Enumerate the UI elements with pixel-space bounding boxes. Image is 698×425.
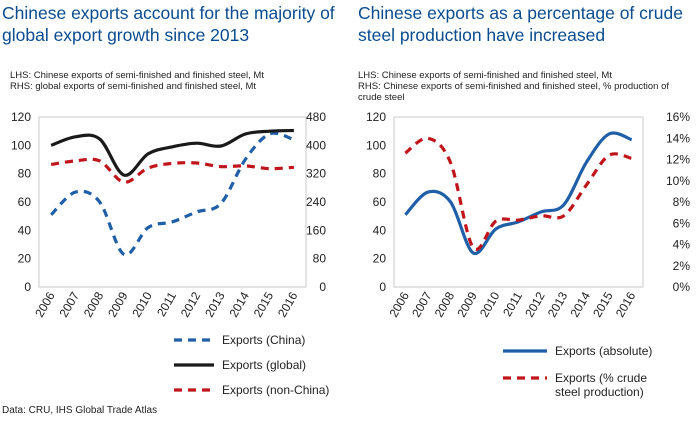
left-x-tick-label: 2016	[275, 289, 301, 319]
left-legend-label-2: Exports (non-China)	[222, 383, 329, 397]
right-x-tick-label: 2016	[613, 289, 639, 319]
right-x-tick-label: 2007	[409, 289, 435, 319]
left-x-tick-label: 2015	[251, 289, 277, 319]
left-right-tick-label: 320	[306, 167, 326, 181]
left-x-tick-label: 2006	[32, 289, 58, 319]
right-legend-label-0: Exports (absolute)	[555, 344, 652, 358]
left-chart: 0204060801001200801602403204004802006200…	[11, 110, 329, 397]
right-x-tick-label: 2009	[454, 289, 480, 319]
right-right-tick-label: 0%	[673, 280, 691, 294]
left-x-tick-label: 2009	[105, 289, 131, 319]
right-legend-label-1-line1: Exports (% crude	[555, 371, 647, 385]
left-left-tick-label: 60	[18, 195, 32, 209]
left-right-tick-label: 0	[319, 280, 326, 294]
left-x-tick-label: 2013	[202, 289, 228, 319]
left-legend-label-1: Exports (global)	[222, 358, 306, 372]
right-left-tick-label: 60	[373, 195, 387, 209]
right-left-tick-label: 0	[379, 280, 386, 294]
right-chart: 0 20 40 60 80 100 120 0% 2% 4% 6% 8% 10% 12% 14% 16% 200…	[366, 110, 690, 399]
right-left-tick-label: 80	[373, 167, 387, 181]
right-series-line-1	[404, 136, 633, 252]
right-x-tick-label: 2011	[500, 289, 525, 319]
right-right-tick-label: 12%	[666, 153, 690, 167]
right-x-tick-label: 2006	[386, 289, 412, 319]
right-x-tick-label: 2015	[590, 289, 616, 319]
right-right-tick-label: 14%	[666, 131, 690, 145]
left-x-tick-label: 2014	[226, 289, 252, 319]
right-plot-area	[393, 116, 644, 288]
left-note-lhs: LHS: Chinese exports of semi-finished an…	[10, 70, 264, 81]
right-note-rhs: RHS: Chinese exports of semi-finished an…	[358, 81, 670, 103]
right-x-tick-label: 2008	[432, 289, 458, 319]
right-note-lhs: LHS: Chinese exports of semi-finished an…	[358, 70, 612, 81]
left-right-tick-label: 240	[306, 195, 326, 209]
right-series-line-0	[404, 131, 633, 256]
right-right-tick-label: 4%	[673, 238, 691, 252]
left-left-tick-label: 100	[11, 138, 31, 152]
right-x-tick-label: 2013	[545, 289, 571, 319]
left-legend-label-0: Exports (China)	[222, 333, 305, 347]
right-right-tick-label: 16%	[666, 110, 690, 124]
right-left-tick-label: 120	[366, 110, 386, 124]
left-right-tick-label: 160	[306, 223, 326, 237]
right-right-tick-label: 10%	[666, 174, 690, 188]
right-left-tick-label: 40	[373, 223, 387, 237]
left-chart-notes: LHS: Chinese exports of semi-finished an…	[10, 70, 264, 92]
left-plot-area	[38, 116, 307, 288]
right-right-tick-label: 6%	[673, 216, 691, 230]
left-right-tick-label: 400	[306, 138, 326, 152]
right-x-tick-label: 2010	[477, 289, 503, 319]
right-chart-title: Chinese exports as a percentage of crude…	[358, 3, 683, 45]
right-chart-notes: LHS: Chinese exports of semi-finished an…	[358, 70, 678, 103]
left-right-tick-label: 480	[306, 110, 326, 124]
right-left-tick-label: 100	[366, 138, 386, 152]
left-note-rhs: RHS: global exports of semi-finished and…	[10, 81, 257, 92]
right-left-tick-label: 20	[373, 252, 387, 266]
left-series-line-2	[50, 157, 294, 184]
left-left-tick-label: 40	[18, 223, 32, 237]
right-x-tick-label: 2012	[522, 289, 548, 319]
right-right-tick-label: 2%	[673, 259, 691, 273]
left-series-line-0	[49, 131, 295, 257]
left-series-line-1	[50, 128, 294, 177]
left-left-tick-label: 80	[18, 167, 32, 181]
left-x-tick-label: 2010	[129, 289, 155, 319]
source-note: Data: CRU, IHS Global Trade Atlas	[2, 405, 158, 416]
right-legend-label-1-line2: steel production)	[555, 385, 644, 399]
right-legend-label-1: Exports (% crude steel production)	[555, 371, 647, 399]
left-left-tick-label: 120	[11, 110, 31, 124]
left-right-tick-label: 80	[313, 252, 327, 266]
right-x-tick-label: 2014	[568, 289, 594, 319]
left-x-tick-label: 2012	[178, 289, 204, 319]
left-x-tick-label: 2011	[154, 289, 179, 319]
right-right-tick-label: 8%	[673, 195, 691, 209]
left-left-tick-label: 0	[24, 280, 31, 294]
left-x-tick-label: 2008	[81, 289, 107, 319]
left-left-tick-label: 20	[18, 252, 32, 266]
left-x-tick-label: 2007	[57, 289, 83, 319]
left-chart-title: Chinese exports account for the majority…	[2, 3, 335, 45]
